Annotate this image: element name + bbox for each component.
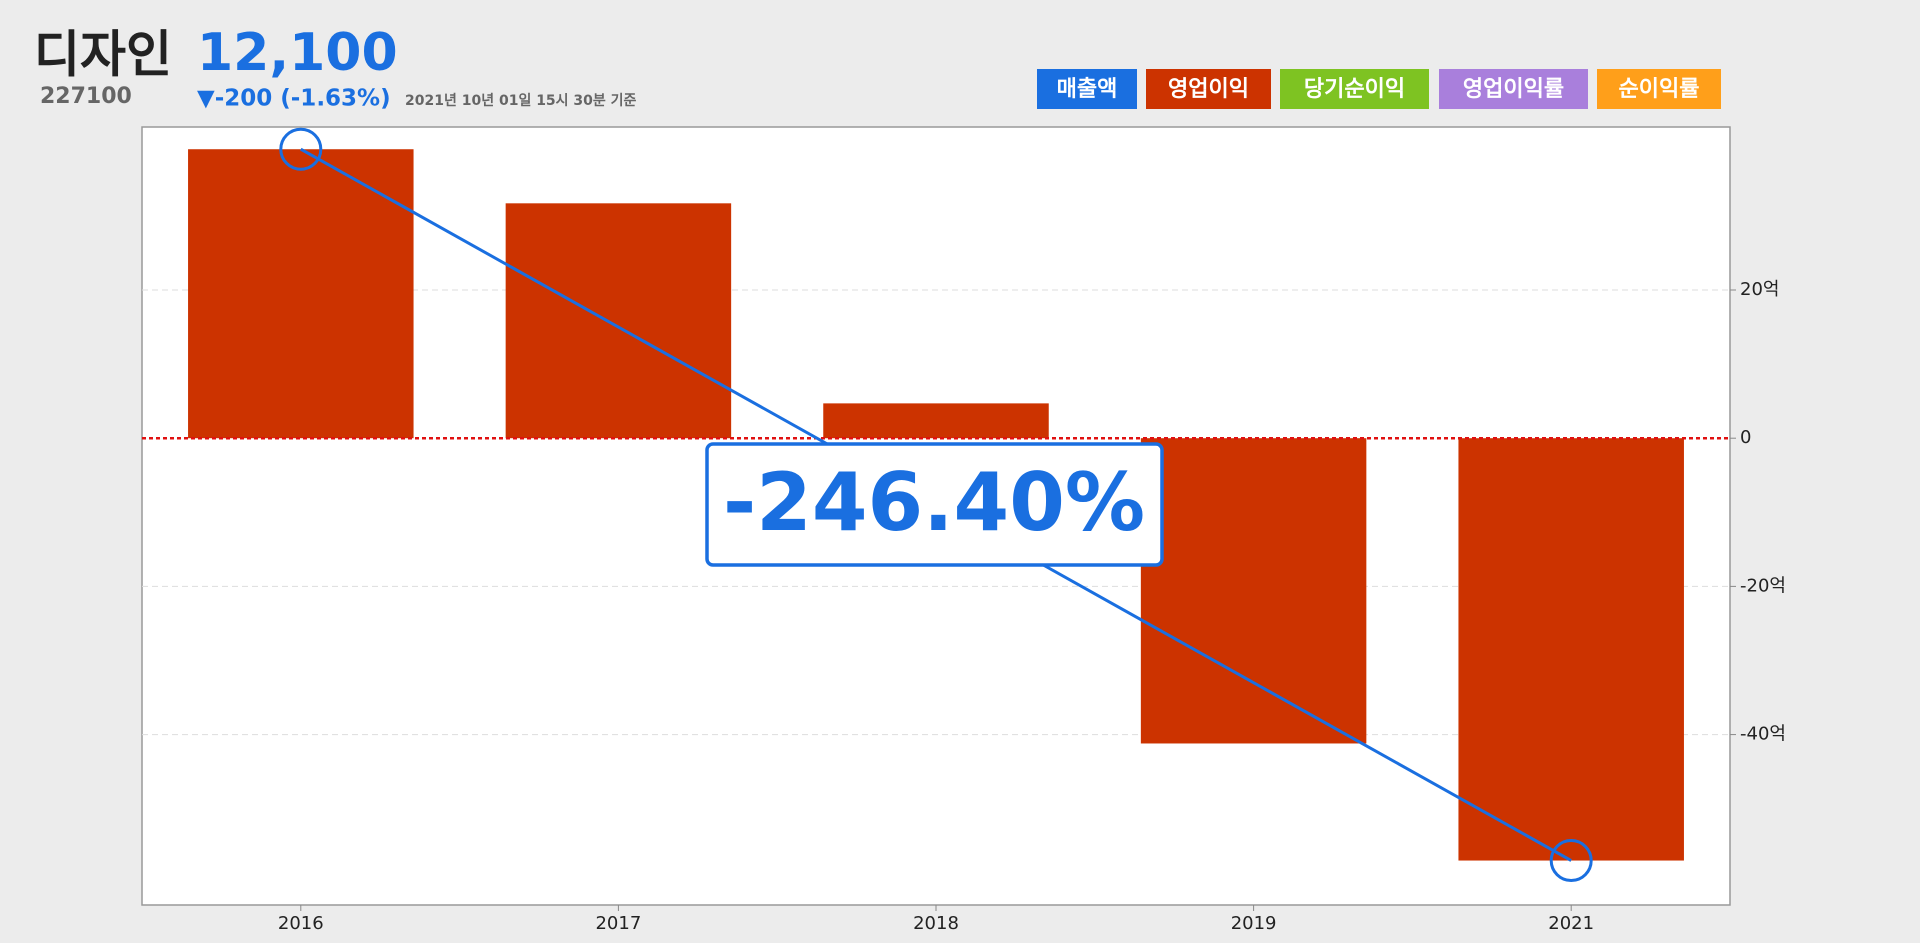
x-tick-label: 2019 — [1231, 913, 1277, 934]
price-change: ▼-200 (-1.63%) — [197, 86, 391, 112]
bar — [505, 203, 732, 439]
annotation-box — [705, 442, 1164, 567]
bar — [188, 149, 414, 439]
company-name: 디자인 — [34, 26, 172, 84]
annotation-text: -246.40% — [723, 456, 1145, 549]
timestamp: 2021년 10년 01일 15시 30분 기준 — [405, 93, 637, 109]
legend-button[interactable] — [1280, 69, 1429, 109]
y-tick-label: 20억 — [1740, 279, 1779, 300]
x-tick-label: 2016 — [278, 913, 324, 934]
trend-point — [1549, 839, 1593, 883]
x-tick-label: 2018 — [913, 913, 959, 934]
price: 12,100 — [197, 23, 398, 83]
legend-label[interactable]: 영업이익률 — [1463, 77, 1564, 102]
stock-code: 227100 — [40, 84, 132, 109]
x-tick-label: 2017 — [595, 913, 641, 934]
y-tick-label: -20억 — [1740, 575, 1786, 596]
legend-label[interactable]: 당기순이익 — [1304, 77, 1405, 102]
bar — [1140, 438, 1367, 744]
y-tick-label: 0 — [1740, 427, 1751, 448]
trend-point — [279, 127, 323, 171]
legend-button[interactable] — [1146, 69, 1271, 109]
y-tick-label: -40억 — [1740, 724, 1786, 745]
legend-label[interactable]: 영업이익 — [1168, 77, 1249, 102]
legend-label[interactable]: 매출액 — [1057, 77, 1118, 102]
bar — [1458, 438, 1684, 861]
x-tick-label: 2021 — [1548, 913, 1594, 934]
legend-button[interactable] — [1037, 69, 1137, 109]
legend-button[interactable] — [1597, 69, 1721, 109]
bar — [823, 403, 1049, 439]
legend-button[interactable] — [1439, 69, 1588, 109]
legend-label[interactable]: 순이익률 — [1619, 77, 1700, 102]
